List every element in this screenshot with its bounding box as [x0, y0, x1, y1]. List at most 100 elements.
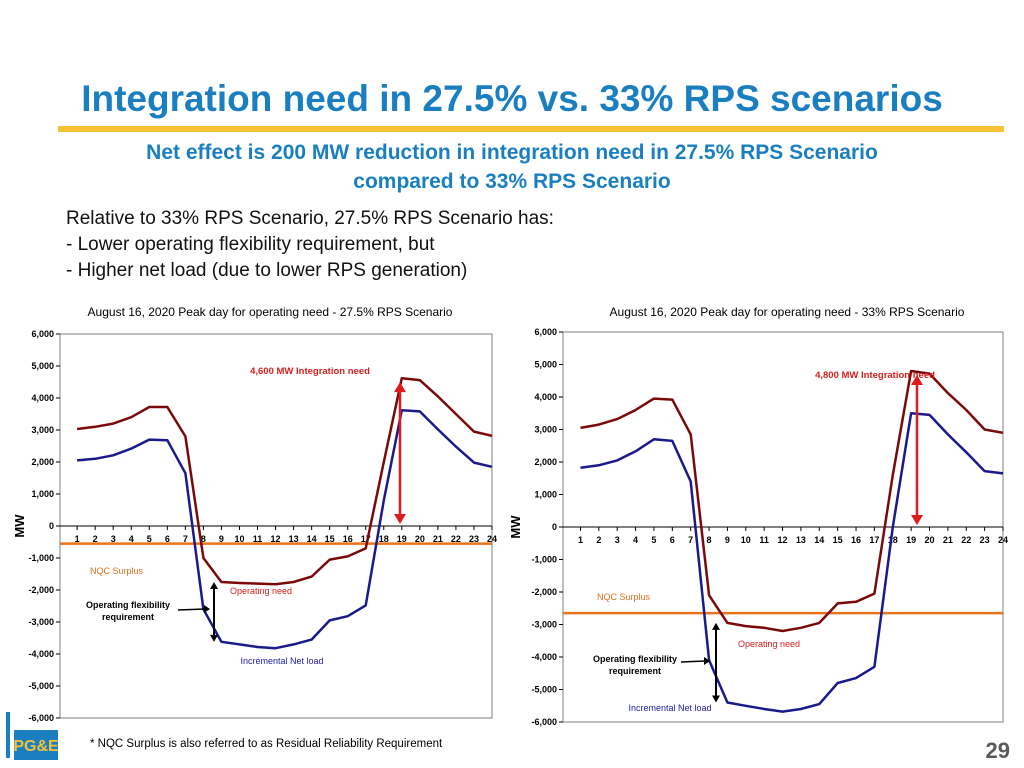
y-tick-label: 3,000	[534, 425, 557, 435]
nqc-surplus-label: NQC Surplus	[90, 566, 144, 576]
y-tick-label: -1,000	[531, 555, 557, 565]
x-tick-label: 20	[415, 534, 425, 544]
operating-need-line	[76, 376, 493, 586]
x-tick-label: 14	[814, 535, 824, 545]
x-tick-label: 11	[759, 535, 769, 545]
y-tick-label: -3,000	[531, 620, 557, 630]
integration-need-arrowhead-top	[911, 375, 923, 385]
net-load-line	[580, 412, 1004, 713]
x-tick-label: 20	[925, 535, 935, 545]
y-tick-label: 2,000	[31, 457, 54, 467]
net-load-label: Incremental Net load	[628, 703, 711, 713]
x-tick-label: 1	[75, 534, 80, 544]
flex-pointer-arrow	[680, 660, 706, 663]
slide-number: 29	[985, 738, 1010, 763]
net-load-line	[76, 408, 493, 650]
x-tick-label: 1	[578, 535, 583, 545]
flex-pointer-arrowhead	[704, 657, 710, 665]
body-line-1: Relative to 33% RPS Scenario, 27.5% RPS …	[66, 208, 554, 229]
y-tick-label: -1,000	[28, 553, 54, 563]
y-tick-label: 1,000	[31, 489, 54, 499]
x-tick-label: 8	[201, 534, 206, 544]
y-tick-label: 1,000	[534, 490, 557, 500]
x-tick-label: 3	[615, 535, 620, 545]
x-tick-label: 24	[487, 534, 497, 544]
flexibility-label-line2: requirement	[102, 612, 154, 622]
x-tick-label: 7	[183, 534, 188, 544]
y-tick-label: 4,000	[534, 392, 557, 402]
chart-title: August 16, 2020 Peak day for operating n…	[610, 305, 965, 319]
nqc-surplus-label: NQC Surplus	[597, 592, 651, 602]
x-tick-label: 24	[998, 535, 1008, 545]
x-tick-label: 19	[906, 535, 916, 545]
x-tick-label: 18	[888, 535, 898, 545]
x-tick-label: 17	[361, 534, 371, 544]
x-tick-label: 23	[980, 535, 990, 545]
x-tick-label: 6	[670, 535, 675, 545]
x-tick-label: 22	[961, 535, 971, 545]
body-line-2: - Lower operating flexibility requiremen…	[66, 234, 435, 255]
y-tick-label: -3,000	[28, 617, 54, 627]
x-tick-label: 12	[271, 534, 281, 544]
x-tick-label: 5	[651, 535, 656, 545]
y-tick-label: -5,000	[28, 681, 54, 691]
y-tick-label: -6,000	[28, 713, 54, 723]
flexibility-label-line1: Operating flexibility	[593, 654, 677, 664]
y-tick-label: 0	[49, 521, 54, 531]
operating-need-label: Operating need	[738, 639, 800, 649]
x-tick-label: 13	[289, 534, 299, 544]
x-tick-label: 2	[596, 535, 601, 545]
chart-27-5-rps: August 16, 2020 Peak day for operating n…	[0, 300, 500, 740]
x-tick-label: 5	[147, 534, 152, 544]
flexibility-arrowhead-bottom	[210, 634, 218, 642]
y-tick-label: 6,000	[534, 327, 557, 337]
x-tick-label: 11	[253, 534, 263, 544]
integration-need-label: 4,800 MW Integration need	[815, 370, 935, 381]
x-tick-label: 4	[633, 535, 638, 545]
svg-text:PG&E: PG&E	[13, 738, 59, 755]
x-tick-label: 22	[451, 534, 461, 544]
body-line-3: - Higher net load (due to lower RPS gene…	[66, 260, 468, 281]
y-tick-label: -2,000	[28, 585, 54, 595]
integration-need-arrowhead-bottom	[911, 515, 923, 525]
y-tick-label: -4,000	[28, 649, 54, 659]
chart-33-rps: August 16, 2020 Peak day for operating n…	[505, 300, 1020, 740]
x-tick-label: 16	[343, 534, 353, 544]
chart-27-5-rps-svg: August 16, 2020 Peak day for operating n…	[12, 305, 497, 723]
x-tick-label: 21	[433, 534, 443, 544]
net-load-label: Incremental Net load	[240, 656, 323, 666]
x-tick-label: 18	[379, 534, 389, 544]
integration-need-arrowhead-bottom	[394, 514, 406, 524]
operating-need-line	[580, 369, 1004, 633]
slide-subtitle: Net effect is 200 MW reduction in integr…	[50, 138, 974, 196]
x-tick-label: 17	[869, 535, 879, 545]
y-tick-label: 3,000	[31, 425, 54, 435]
integration-need-arrowhead-top	[394, 382, 406, 393]
subtitle-line-2: compared to 33% RPS Scenario	[353, 170, 671, 193]
x-tick-label: 15	[833, 535, 843, 545]
y-tick-label: 2,000	[534, 457, 557, 467]
footnote: * NQC Surplus is also referred to as Res…	[90, 738, 443, 750]
flexibility-arrowhead-top	[210, 582, 218, 589]
x-tick-label: 3	[111, 534, 116, 544]
y-tick-label: 4,000	[31, 393, 54, 403]
y-tick-label: -4,000	[531, 652, 557, 662]
title-underline	[58, 126, 1004, 132]
x-tick-label: 23	[469, 534, 479, 544]
body-text: Relative to 33% RPS Scenario, 27.5% RPS …	[66, 206, 766, 284]
y-tick-label: 6,000	[31, 329, 54, 339]
y-tick-label: 5,000	[31, 361, 54, 371]
x-tick-label: 8	[707, 535, 712, 545]
x-tick-label: 2	[93, 534, 98, 544]
integration-need-label: 4,600 MW Integration need	[250, 366, 370, 377]
x-tick-label: 12	[778, 535, 788, 545]
x-tick-label: 14	[307, 534, 317, 544]
x-tick-label: 7	[688, 535, 693, 545]
y-axis-label: MW	[508, 515, 523, 539]
y-tick-label: -6,000	[531, 717, 557, 727]
x-tick-label: 19	[397, 534, 407, 544]
flexibility-arrowhead-bottom	[712, 695, 720, 703]
y-axis-label: MW	[12, 514, 27, 538]
chart-33-rps-svg: August 16, 2020 Peak day for operating n…	[508, 305, 1008, 727]
x-tick-label: 6	[165, 534, 170, 544]
